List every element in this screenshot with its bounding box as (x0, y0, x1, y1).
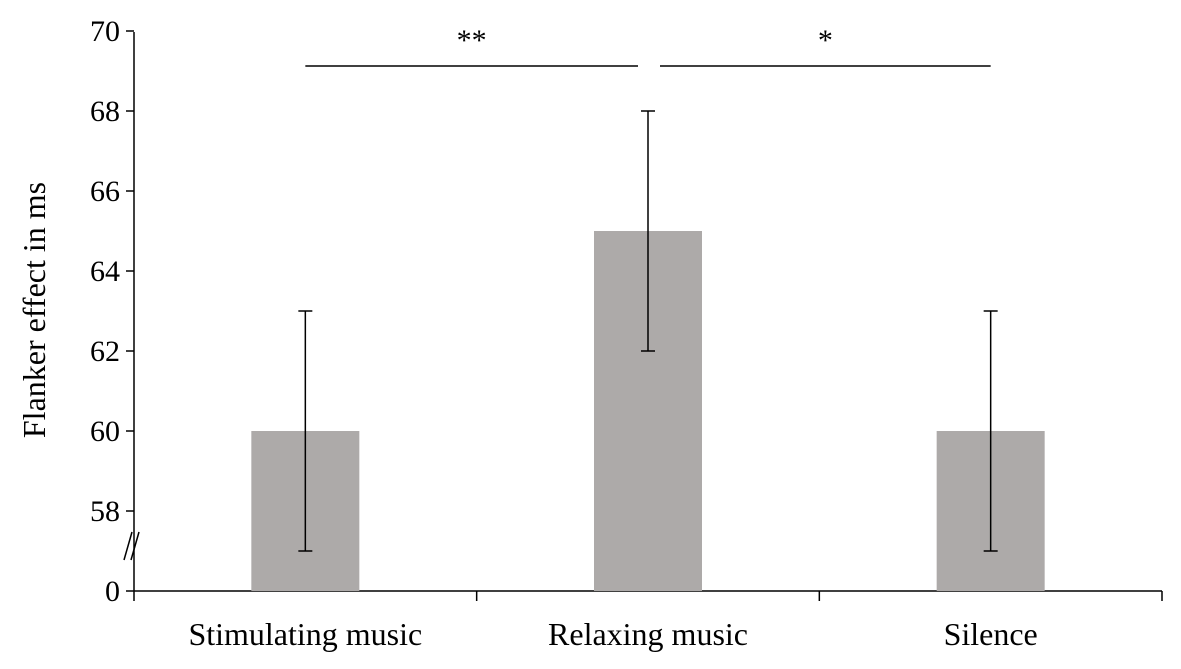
significance-annotations: ** * (305, 24, 991, 67)
x-tick-label: Silence (944, 616, 1038, 652)
y-tick-label: 58 (90, 495, 120, 528)
x-axis: Stimulating music Relaxing music Silence (133, 590, 1163, 652)
x-tick-label: Relaxing music (548, 616, 748, 652)
y-tick-label: 64 (90, 255, 120, 288)
significance-label: ** (457, 24, 487, 57)
y-tick-label: 66 (90, 175, 120, 208)
y-tick-label: 62 (90, 335, 120, 368)
error-bars (298, 110, 998, 552)
y-tick-label: 68 (90, 95, 120, 128)
y-axis-title: Flanker effect in ms (16, 182, 52, 438)
error-bar (298, 310, 313, 552)
y-tick-label: 0 (105, 575, 120, 608)
x-tick-label: Stimulating music (188, 616, 422, 652)
error-bar (641, 110, 655, 352)
significance-label: * (818, 24, 833, 57)
error-bar (983, 310, 998, 552)
y-tick-label: 60 (90, 415, 120, 448)
y-tick-label: 70 (90, 15, 120, 48)
significance-bracket: * (660, 24, 991, 67)
axis-break-mark (123, 531, 140, 561)
y-axis: 0 58 60 62 64 66 68 70 (90, 15, 140, 608)
significance-bracket: ** (305, 24, 638, 67)
